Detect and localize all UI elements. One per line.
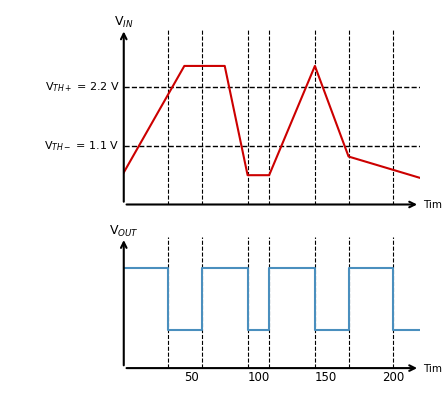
- Text: V$_{OUT}$: V$_{OUT}$: [109, 224, 139, 239]
- Text: Time (usec): Time (usec): [423, 200, 442, 209]
- Text: Time (usec): Time (usec): [423, 363, 442, 373]
- Text: V$_{TH+}$ = 2.2 V: V$_{TH+}$ = 2.2 V: [45, 80, 120, 94]
- Text: V$_{TH-}$ = 1.1 V: V$_{TH-}$ = 1.1 V: [44, 139, 120, 153]
- Text: V$_{IN}$: V$_{IN}$: [114, 15, 133, 30]
